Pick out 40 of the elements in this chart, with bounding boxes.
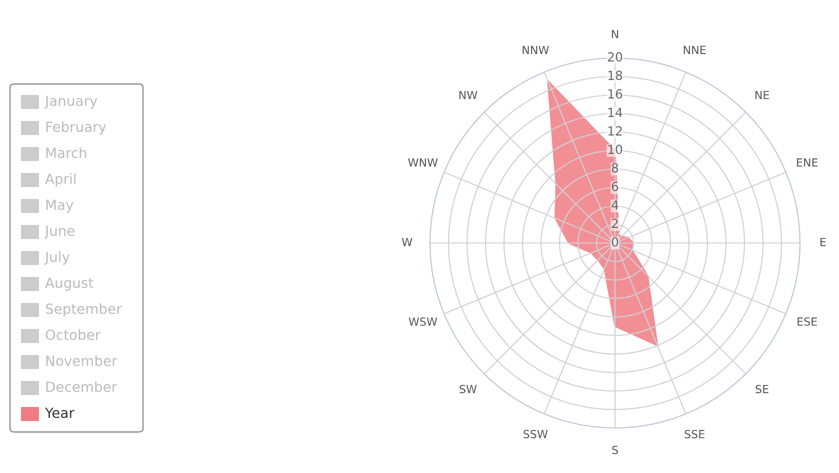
spoke-label: ENE <box>797 158 818 166</box>
text: September <box>46 303 122 317</box>
text: July <box>44 251 70 265</box>
y-tick-label: 20 <box>608 52 622 62</box>
y-tick-label: 12 <box>608 126 622 136</box>
y-tick-label: 6 <box>612 182 618 192</box>
text: November <box>46 355 118 366</box>
spoke-label: SE <box>756 384 768 394</box>
text: February <box>46 121 106 135</box>
text: January <box>44 96 98 109</box>
y-tick-label: 8 <box>612 163 618 173</box>
spoke-label: N <box>612 30 618 38</box>
spoke-label: NE <box>755 90 769 100</box>
spoke-label: ESE <box>798 317 817 326</box>
spoke-label: WSW <box>408 317 438 326</box>
y-tick-label: 2 <box>612 218 618 228</box>
text: May <box>46 200 74 213</box>
spoke-label: WNW <box>408 158 438 166</box>
y-tick-label: 0 <box>612 237 618 247</box>
y-tick-label: 18 <box>608 70 622 80</box>
spoke-label: NNW <box>522 46 549 54</box>
y-tick-label: 4 <box>612 200 618 210</box>
spoke-label: SSE <box>684 430 704 438</box>
spoke-label: SSW <box>524 430 548 438</box>
spoke-label: E <box>820 238 826 246</box>
y-tick-label: 14 <box>608 108 622 117</box>
text: August <box>45 278 94 291</box>
spoke-label: S <box>612 446 618 454</box>
text: June <box>44 226 75 239</box>
text: March <box>46 147 86 158</box>
y-tick-label: 10 <box>608 144 622 154</box>
text: April <box>45 173 76 187</box>
spoke-label: NW <box>459 90 478 100</box>
legend-label: Year <box>44 408 74 418</box>
text: October <box>46 329 101 340</box>
spoke-label: SW <box>460 384 477 394</box>
spoke-label: W <box>402 238 412 246</box>
y-tick-label: 16 <box>608 89 622 99</box>
spoke-label: NNE <box>684 46 706 54</box>
text: December <box>46 381 118 392</box>
